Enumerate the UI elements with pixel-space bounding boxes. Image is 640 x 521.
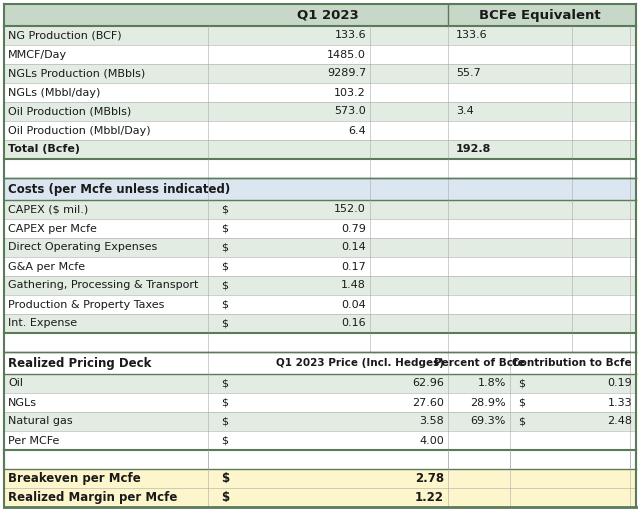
Bar: [4, 140, 636, 159]
Text: CAPEX ($ mil.): CAPEX ($ mil.): [8, 205, 88, 215]
Text: $: $: [518, 398, 525, 407]
Text: 2.48: 2.48: [607, 416, 632, 427]
Text: 0.14: 0.14: [341, 242, 366, 253]
Text: NG Production (BCF): NG Production (BCF): [8, 31, 122, 41]
Text: $: $: [221, 436, 228, 445]
Text: CAPEX per Mcfe: CAPEX per Mcfe: [8, 224, 97, 233]
Text: Int. Expense: Int. Expense: [8, 318, 77, 329]
Text: Total (Bcfe): Total (Bcfe): [8, 144, 80, 155]
Text: 0.04: 0.04: [341, 300, 366, 309]
Text: 133.6: 133.6: [334, 31, 366, 41]
Text: $: $: [221, 491, 229, 504]
Bar: [4, 257, 636, 276]
Text: NGLs (Mbbl/day): NGLs (Mbbl/day): [8, 88, 100, 97]
Bar: [4, 393, 636, 412]
Text: Oil Production (Mbbl/Day): Oil Production (Mbbl/Day): [8, 126, 150, 135]
Text: Contribution to Bcfe: Contribution to Bcfe: [513, 358, 632, 368]
Bar: [4, 219, 636, 238]
Bar: [4, 83, 636, 102]
Text: 55.7: 55.7: [456, 68, 481, 79]
Text: 1.33: 1.33: [607, 398, 632, 407]
Bar: [4, 121, 636, 140]
Bar: [4, 200, 636, 219]
Text: 0.16: 0.16: [341, 318, 366, 329]
Text: $: $: [518, 378, 525, 389]
Bar: [4, 45, 636, 64]
Text: 0.19: 0.19: [607, 378, 632, 389]
Bar: [4, 64, 636, 83]
Text: Q1 2023 Price (Incl. Hedges): Q1 2023 Price (Incl. Hedges): [276, 358, 444, 368]
Text: Direct Operating Expenses: Direct Operating Expenses: [8, 242, 157, 253]
Text: $: $: [221, 416, 228, 427]
Text: 2.78: 2.78: [415, 472, 444, 485]
Text: 103.2: 103.2: [334, 88, 366, 97]
Text: 133.6: 133.6: [456, 31, 488, 41]
Text: G&A per Mcfe: G&A per Mcfe: [8, 262, 85, 271]
Bar: [4, 102, 636, 121]
Text: $: $: [221, 224, 228, 233]
Text: NGLs: NGLs: [8, 398, 37, 407]
Bar: [4, 374, 636, 393]
Text: Production & Property Taxes: Production & Property Taxes: [8, 300, 164, 309]
Text: 3.4: 3.4: [456, 106, 474, 117]
Text: $: $: [221, 242, 228, 253]
Bar: [4, 333, 636, 352]
Text: NGLs Production (MBbls): NGLs Production (MBbls): [8, 68, 145, 79]
Bar: [4, 450, 636, 469]
Text: 4.00: 4.00: [419, 436, 444, 445]
Text: 9289.7: 9289.7: [327, 68, 366, 79]
Bar: [4, 314, 636, 333]
Text: $: $: [518, 416, 525, 427]
Text: 28.9%: 28.9%: [470, 398, 506, 407]
Text: Per MCFe: Per MCFe: [8, 436, 60, 445]
Bar: [4, 178, 636, 200]
Text: $: $: [221, 205, 228, 215]
Text: Oil Production (MBbls): Oil Production (MBbls): [8, 106, 131, 117]
Bar: [4, 488, 636, 507]
Text: Oil: Oil: [8, 378, 23, 389]
Text: Percent of Bcfe: Percent of Bcfe: [434, 358, 524, 368]
Bar: [4, 295, 636, 314]
Bar: [4, 469, 636, 488]
Text: 1485.0: 1485.0: [327, 49, 366, 59]
Text: 1.22: 1.22: [415, 491, 444, 504]
Text: BCFe Equivalent: BCFe Equivalent: [479, 8, 601, 21]
Text: 3.58: 3.58: [419, 416, 444, 427]
Text: Natural gas: Natural gas: [8, 416, 72, 427]
Text: 27.60: 27.60: [412, 398, 444, 407]
Text: $: $: [221, 472, 229, 485]
Text: $: $: [221, 398, 228, 407]
Text: $: $: [221, 280, 228, 291]
Bar: [4, 431, 636, 450]
Text: Realized Margin per Mcfe: Realized Margin per Mcfe: [8, 491, 177, 504]
Text: 1.8%: 1.8%: [477, 378, 506, 389]
Bar: [4, 276, 636, 295]
Bar: [4, 238, 636, 257]
Text: Q1 2023: Q1 2023: [297, 8, 359, 21]
Text: Gathering, Processing & Transport: Gathering, Processing & Transport: [8, 280, 198, 291]
Text: $: $: [221, 378, 228, 389]
Text: Realized Pricing Deck: Realized Pricing Deck: [8, 356, 152, 369]
Text: 0.17: 0.17: [341, 262, 366, 271]
Text: $: $: [221, 262, 228, 271]
Text: 6.4: 6.4: [348, 126, 366, 135]
Text: MMCF/Day: MMCF/Day: [8, 49, 67, 59]
Bar: [4, 4, 636, 26]
Text: 62.96: 62.96: [412, 378, 444, 389]
Text: 192.8: 192.8: [456, 144, 492, 155]
Text: Costs (per Mcfe unless indicated): Costs (per Mcfe unless indicated): [8, 182, 230, 195]
Text: 69.3%: 69.3%: [470, 416, 506, 427]
Text: Breakeven per Mcfe: Breakeven per Mcfe: [8, 472, 141, 485]
Bar: [4, 412, 636, 431]
Text: 573.0: 573.0: [334, 106, 366, 117]
Text: $: $: [221, 300, 228, 309]
Text: 152.0: 152.0: [334, 205, 366, 215]
Bar: [4, 26, 636, 45]
Bar: [4, 159, 636, 178]
Bar: [4, 352, 636, 374]
Text: 1.48: 1.48: [341, 280, 366, 291]
Text: 0.79: 0.79: [341, 224, 366, 233]
Text: $: $: [221, 318, 228, 329]
